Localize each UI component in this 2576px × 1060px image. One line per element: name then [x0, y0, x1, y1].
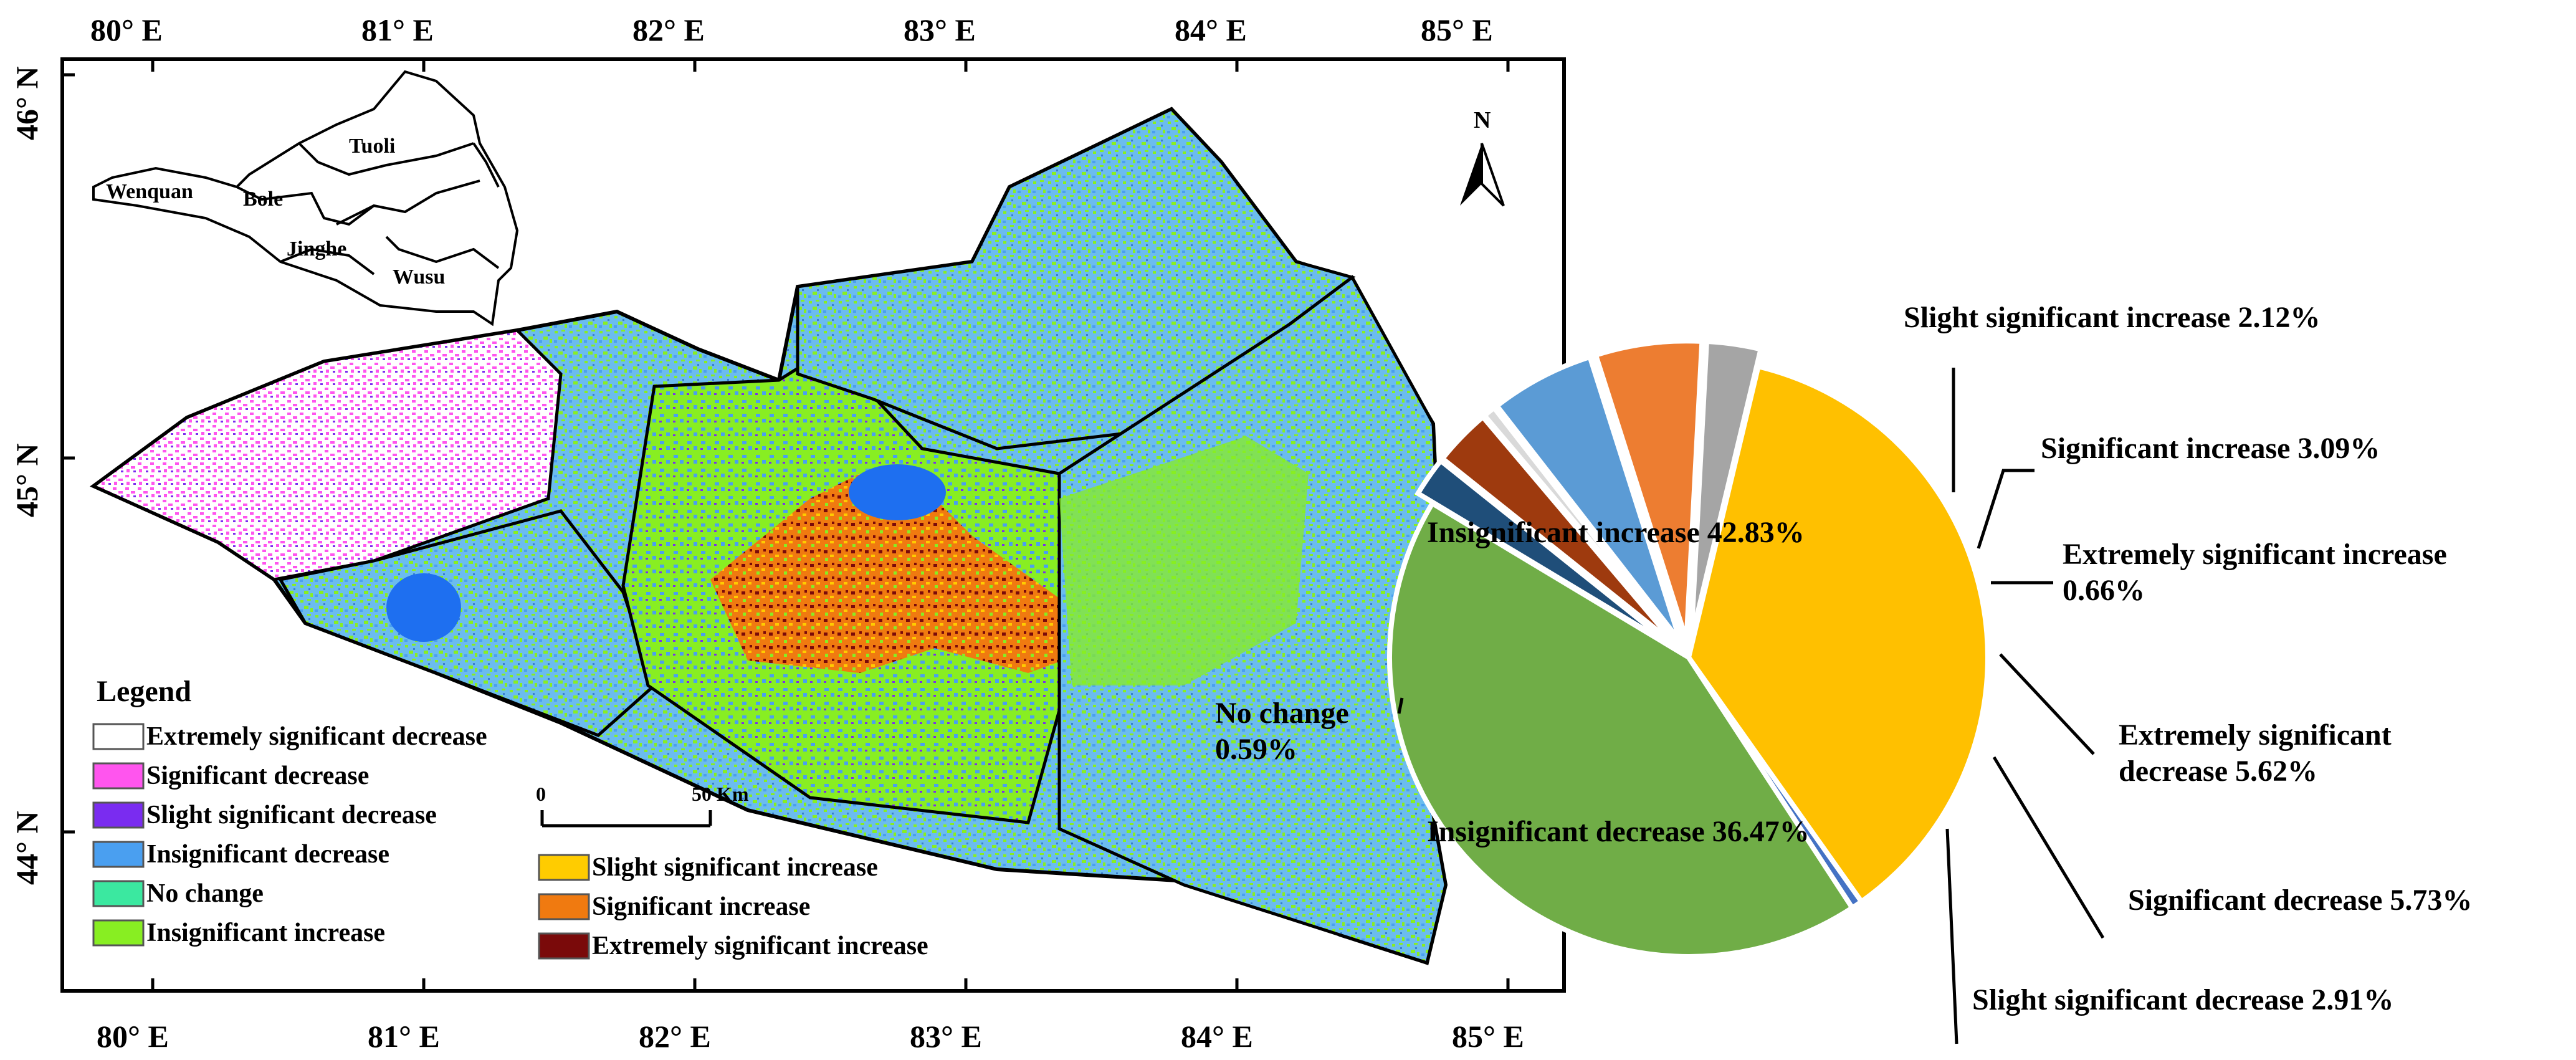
pie-label-insignificant-decrease: Insignificant decrease 36.47%: [1427, 815, 1810, 848]
pie-label-insignificant-increase: Insignificant increase 42.83%: [1427, 516, 1805, 549]
y-ticks: 46° N 45° N 44° N: [9, 66, 75, 885]
legend-swatch-4: [92, 880, 145, 907]
scale-start: 0: [536, 783, 546, 805]
legend-label-1: Significant decrease: [146, 762, 369, 790]
x-tick-bottom-3: 82° E: [639, 1019, 711, 1054]
x-tick-top-1: 80° E: [90, 12, 163, 47]
legend-title: Legend: [97, 675, 191, 708]
x-tick-top-4: 83° E: [904, 12, 976, 47]
inset-label-jinghe: Jinghe: [287, 237, 346, 260]
inset-label-tuoli: Tuoli: [349, 135, 395, 158]
legend-label-8: Extremely significant increase: [592, 932, 928, 960]
x-tick-bottom-1: 80° E: [97, 1019, 169, 1054]
legend-swatch-0: [92, 723, 145, 750]
pie-slice-extremely-significant-increase: [1481, 404, 1680, 646]
x-tick-top-3: 82° E: [632, 12, 705, 47]
x-tick-bottom-6: 85° E: [1452, 1019, 1524, 1054]
x-tick-bottom-5: 84° E: [1181, 1019, 1253, 1054]
legend-label-7: Significant increase: [592, 892, 810, 921]
pie-label-significant-increase: Significant increase 3.09%: [2041, 432, 2380, 465]
pie-label-extremely-significant-decrease: Extremely significant decrease 5.62%: [2119, 719, 2392, 788]
legend-label-3: Insignificant decrease: [146, 840, 389, 869]
pie-leader-lines: [1397, 368, 2105, 1044]
region-green-core: [1059, 436, 1309, 685]
pie-leader-no-change: [1397, 697, 1404, 714]
x-tick-top-6: 85° E: [1421, 12, 1493, 47]
legend-swatch-6: [538, 854, 590, 881]
legend-label-0: Extremely significant decrease: [146, 722, 487, 751]
legend-swatch-7: [538, 893, 590, 920]
pie-leader-significant-increase: [1977, 469, 2035, 549]
y-tick-2: 45° N: [9, 443, 44, 517]
scale-bar: 0 50 Km: [536, 783, 749, 828]
legend: Legend Extremely significant decrease Si…: [92, 675, 928, 960]
lake-sayram: [386, 573, 461, 642]
pie-slice-significant-decrease: [1592, 338, 1705, 641]
pie-label-significant-decrease: Significant decrease 5.73%: [2128, 884, 2472, 917]
pie-slice-insignificant-decrease: [1686, 363, 1990, 905]
pie-label-extremely-significant-increase: Extremely significant increase 0.66%: [2063, 538, 2447, 607]
pie-slice-insignificant-increase: [1387, 500, 1856, 959]
x-tick-top-5: 84° E: [1175, 12, 1247, 47]
pie-labels: Slight significant increase 2.12% Signifi…: [1215, 301, 2472, 1016]
legend-swatch-3: [92, 841, 145, 868]
x-tick-bottom-2: 81° E: [368, 1019, 440, 1054]
x-tick-top-2: 81° E: [361, 12, 434, 47]
legend-swatch-5: [92, 919, 145, 947]
legend-label-5: Insignificant increase: [146, 919, 385, 947]
pie-leader-slight-significant-decrease: [1945, 828, 1958, 1044]
region-orange-hotspot: [710, 474, 1097, 673]
pie-slice-slight-significant-increase: [1414, 457, 1676, 650]
legend-label-4: No change: [146, 879, 264, 908]
pie-label-no-change: No change 0.59%: [1215, 697, 1349, 766]
inset-label-bole: Bole: [243, 188, 283, 211]
legend-swatch-1: [92, 762, 145, 790]
north-label: N: [1474, 107, 1491, 133]
legend-swatch-8: [538, 932, 590, 960]
inset-label-wusu: Wusu: [393, 265, 445, 289]
legend-label-2: Slight significant decrease: [146, 801, 437, 829]
pie-label-slight-significant-increase: Slight significant increase 2.12%: [1904, 301, 2320, 334]
pie-leader-extremely-significant-decrease: [1999, 653, 2095, 755]
pie-leader-significant-decrease: [1992, 756, 2105, 939]
region-bole-wenquan: [90, 328, 563, 581]
study-area-map: [90, 107, 1448, 965]
pie-slice-extremely-significant-decrease: [1493, 353, 1683, 644]
pie-label-slight-significant-decrease: Slight significant decrease 2.91%: [1972, 983, 2393, 1016]
x-ticks: 80° E 81° E 82° E 83° E 84° E 85° E 80° …: [90, 12, 1524, 1054]
lake-ebinur: [849, 464, 946, 520]
legend-label-6: Slight significant increase: [592, 853, 878, 882]
y-tick-3: 44° N: [9, 811, 44, 885]
legend-swatch-2: [92, 801, 145, 829]
inset-label-wenquan: Wenquan: [106, 180, 193, 203]
inset-map: Tuoli Wenquan Bole Jinghe Wusu: [92, 70, 519, 327]
y-tick-1: 46° N: [9, 66, 44, 140]
scale-end: 50 Km: [692, 783, 749, 805]
north-arrow: N: [1460, 107, 1505, 207]
x-tick-bottom-4: 83° E: [910, 1019, 982, 1054]
pie-chart: [1387, 338, 1990, 959]
